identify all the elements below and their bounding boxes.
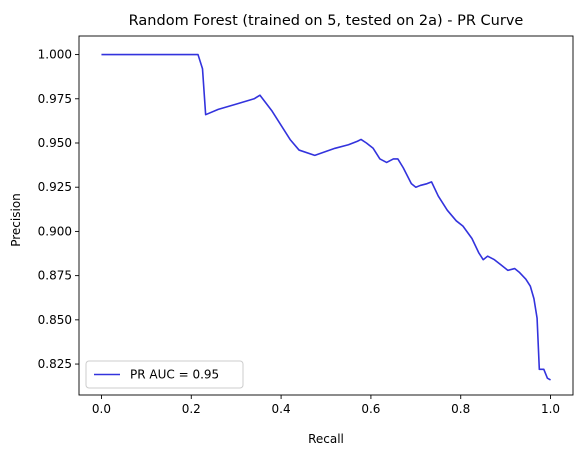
y-tick-label: 1.000 <box>38 48 72 62</box>
x-tick-label: 1.0 <box>541 402 560 416</box>
y-tick-label: 0.825 <box>38 357 72 371</box>
x-axis: 0.0 0.2 0.4 0.6 0.8 1.0 <box>92 395 560 416</box>
y-tick-label: 0.900 <box>38 224 72 238</box>
plot-frame <box>78 35 574 396</box>
legend: PR AUC = 0.95 <box>85 360 244 389</box>
chart-title: Random Forest (trained on 5, tested on 2… <box>129 13 524 29</box>
plot-area <box>78 35 574 396</box>
x-tick-label: 0.8 <box>451 402 470 416</box>
x-tick-label: 0.6 <box>361 402 380 416</box>
y-tick-label: 0.875 <box>38 269 72 283</box>
legend-box <box>85 360 244 389</box>
y-axis-label: Precision <box>9 193 23 247</box>
y-tick-label: 0.850 <box>38 313 72 327</box>
legend-label: PR AUC = 0.95 <box>130 368 219 382</box>
x-tick-label: 0.0 <box>92 402 111 416</box>
x-tick-label: 0.2 <box>182 402 201 416</box>
x-axis-label: Recall <box>308 432 344 446</box>
x-tick-label: 0.4 <box>272 402 291 416</box>
y-axis: 0.825 0.850 0.875 0.900 0.925 0.950 0.975 1.000 <box>38 48 79 371</box>
y-tick-label: 0.950 <box>38 136 72 150</box>
pr-curve-line-0 <box>101 53 551 381</box>
y-tick-label: 0.975 <box>38 92 72 106</box>
y-tick-label: 0.925 <box>38 180 72 194</box>
